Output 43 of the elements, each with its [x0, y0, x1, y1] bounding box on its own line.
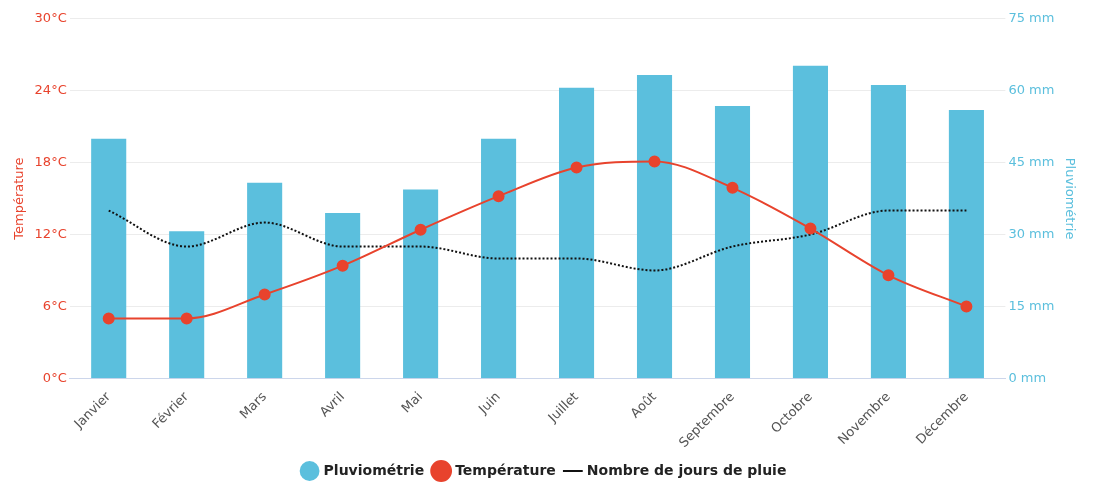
- point: [648, 155, 661, 168]
- bar: [247, 182, 283, 379]
- y-tick-label: 6°C: [42, 297, 67, 313]
- y-axis-title: Température: [11, 157, 27, 241]
- bar: [559, 87, 595, 379]
- y-tick-label: 18°C: [34, 154, 67, 169]
- bar: [636, 74, 673, 379]
- point: [960, 300, 973, 313]
- y-tick-label: 0°C: [42, 369, 67, 385]
- y2-tick-label: 15 mm: [1008, 297, 1055, 313]
- bar: [948, 109, 984, 379]
- point: [492, 190, 505, 203]
- y2-axis-title: Pluviométrie: [1062, 157, 1078, 240]
- x-tick-label: Mai: [398, 388, 426, 416]
- bar: [403, 189, 439, 379]
- line-series: [107, 209, 968, 272]
- bar: [325, 212, 361, 379]
- point: [570, 161, 583, 174]
- y2-tick-label: 45 mm: [1008, 154, 1055, 169]
- bar: [91, 138, 127, 379]
- y2-tick-label: 60 mm: [1008, 82, 1055, 98]
- legend-label: Pluviométrie: [323, 461, 425, 478]
- legend-label: Nombre de jours de pluie: [586, 461, 787, 478]
- y-tick-label: 12°C: [34, 225, 67, 241]
- bar: [870, 84, 906, 379]
- bar: [714, 106, 751, 379]
- bar: [169, 231, 205, 379]
- point: [726, 181, 739, 194]
- point: [882, 269, 895, 282]
- point: [180, 312, 193, 325]
- y-tick-label: 30°C: [34, 10, 67, 26]
- y2-tick-label: 0 mm: [1008, 369, 1047, 385]
- point: [336, 259, 349, 272]
- y-tick-label: 24°C: [34, 82, 67, 98]
- point: [258, 288, 271, 301]
- bar: [481, 138, 517, 379]
- legend-label: Température: [455, 461, 556, 478]
- point: [102, 312, 115, 325]
- point: [414, 223, 427, 236]
- point: [804, 222, 817, 235]
- y2-tick-label: 75 mm: [1008, 10, 1055, 26]
- y2-tick-label: 30 mm: [1008, 225, 1055, 241]
- bar: [792, 65, 829, 379]
